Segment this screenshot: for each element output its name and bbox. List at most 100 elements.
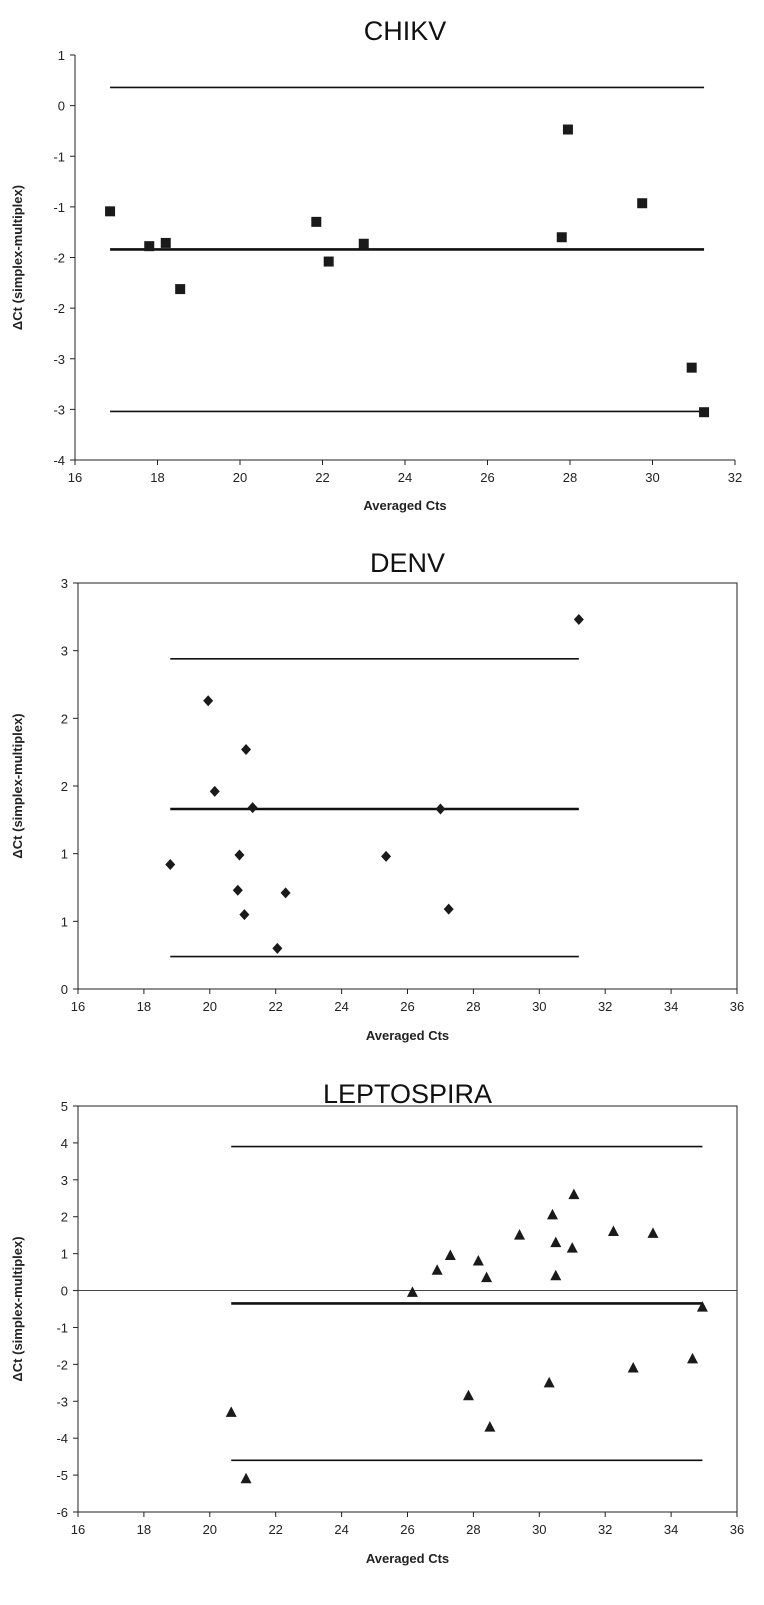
y-tick-label: 2	[61, 711, 68, 726]
x-tick-label: 22	[268, 999, 282, 1014]
data-point	[232, 884, 243, 896]
data-point	[550, 1236, 562, 1248]
y-tick-label: 2	[61, 779, 68, 794]
data-point	[484, 1421, 496, 1432]
x-tick-label: 26	[480, 470, 494, 485]
y-tick-label: -3	[53, 352, 65, 367]
y-tick-label: 0	[61, 982, 68, 997]
data-point	[175, 284, 186, 295]
y-tick-label: -1	[56, 1320, 68, 1335]
x-tick-label: 36	[730, 999, 744, 1014]
x-tick-label: 34	[664, 1522, 678, 1537]
y-tick-label: -2	[53, 251, 65, 266]
x-tick-label: 18	[137, 1522, 151, 1537]
x-tick-label: 20	[203, 999, 217, 1014]
x-tick-label: 36	[730, 1522, 744, 1537]
data-point	[323, 256, 334, 267]
data-point	[241, 743, 252, 755]
x-tick-label: 16	[71, 1522, 85, 1537]
data-point	[573, 614, 584, 626]
chart-title: DENV	[370, 548, 445, 578]
y-axis-label: ΔCt (simplex-multiplex)	[10, 713, 25, 858]
data-point	[358, 238, 369, 249]
data-point	[280, 887, 291, 899]
x-tick-label: 24	[398, 470, 412, 485]
y-tick-label: 1	[61, 847, 68, 862]
data-point	[462, 1389, 474, 1401]
data-point	[144, 241, 155, 252]
y-tick-label: -2	[56, 1357, 68, 1372]
chart-chikv: CHIKV 16 18 20 22 24 26 28 30 32 1 0 -1 -1 -2 -2 -3 -3 -4 A…	[10, 16, 742, 513]
data-point	[481, 1271, 493, 1283]
data-point	[234, 849, 245, 861]
x-tick-label: 26	[400, 1522, 414, 1537]
x-tick-label: 24	[334, 1522, 348, 1537]
plot-frame	[77, 582, 738, 990]
y-tick-label: -4	[56, 1431, 68, 1446]
data-point	[550, 1269, 562, 1281]
y-tick-label: -5	[56, 1468, 68, 1483]
chart-title: LEPTOSPIRA	[323, 1079, 492, 1109]
data-point	[543, 1376, 555, 1388]
x-tick-label: 20	[203, 1522, 217, 1537]
y-tick-label: 3	[61, 576, 68, 591]
y-tick-label: 0	[61, 1284, 68, 1299]
data-point	[105, 206, 116, 217]
data-point	[406, 1286, 418, 1297]
y-tick-label: 0	[58, 99, 65, 114]
data-point	[203, 695, 214, 707]
data-point	[514, 1229, 526, 1240]
x-tick-label: 16	[68, 470, 82, 485]
data-point	[444, 1249, 456, 1260]
data-point	[647, 1227, 659, 1238]
data-point	[225, 1406, 237, 1417]
x-tick-label: 32	[728, 470, 742, 485]
data-point	[435, 803, 446, 815]
y-tick-label: -1	[53, 149, 65, 164]
x-tick-label: 16	[71, 999, 85, 1014]
data-point	[556, 232, 567, 243]
plot-frame	[77, 1105, 738, 1513]
x-tick-label: 18	[137, 999, 151, 1014]
x-tick-label: 30	[645, 470, 659, 485]
x-tick-label: 28	[563, 470, 577, 485]
data-point	[607, 1225, 619, 1236]
data-point	[546, 1208, 558, 1220]
y-tick-label: -6	[56, 1505, 68, 1520]
data-point	[431, 1264, 443, 1275]
y-tick-label: 3	[61, 644, 68, 659]
x-axis-label: Averaged Cts	[363, 498, 446, 513]
data-point	[627, 1362, 639, 1373]
x-tick-label: 22	[315, 470, 329, 485]
data-point	[696, 1301, 708, 1312]
data-point	[562, 124, 573, 135]
y-tick-label: -3	[53, 402, 65, 417]
x-tick-label: 24	[334, 999, 348, 1014]
y-tick-label: -3	[56, 1394, 68, 1409]
x-tick-label: 20	[233, 470, 247, 485]
x-tick-label: 26	[400, 999, 414, 1014]
data-point	[443, 903, 454, 915]
x-tick-label: 30	[532, 999, 546, 1014]
data-point	[381, 850, 392, 862]
data-point	[272, 942, 283, 954]
y-tick-label: -4	[53, 453, 65, 468]
x-tick-label: 22	[268, 1522, 282, 1537]
x-tick-label: 34	[664, 999, 678, 1014]
chart-title: CHIKV	[364, 16, 447, 46]
x-tick-label: 32	[598, 1522, 612, 1537]
data-point	[568, 1188, 580, 1200]
x-tick-label: 32	[598, 999, 612, 1014]
x-tick-label: 30	[532, 1522, 546, 1537]
y-tick-label: 1	[61, 1247, 68, 1262]
y-tick-label: 1	[61, 914, 68, 929]
data-point	[311, 216, 322, 227]
y-tick-label: 1	[58, 48, 65, 63]
data-point	[165, 858, 176, 870]
y-tick-label: -1	[53, 200, 65, 215]
x-axis-label: Averaged Cts	[366, 1028, 449, 1043]
x-axis-label: Averaged Cts	[366, 1551, 449, 1566]
